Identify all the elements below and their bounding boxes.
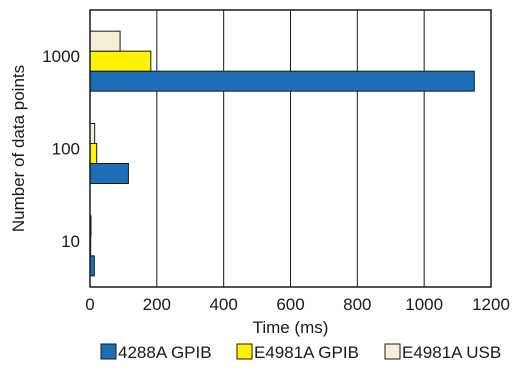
legend-label-e4981a-usb: E4981A USB: [402, 343, 501, 362]
legend-label-4288a-gpib: 4288A GPIB: [118, 343, 212, 362]
bar-4288a-gpib-100: [89, 163, 129, 184]
y-tick-labels: 10 100 1000: [42, 47, 80, 251]
x-tick-label: 800: [343, 295, 371, 314]
legend-swatch-4288a-gpib: [100, 343, 117, 360]
x-tick-label: 0: [85, 295, 94, 314]
x-tick-label: 1200: [472, 295, 510, 314]
bar-e4981a-gpib-1000: [89, 50, 152, 72]
y-tick-label: 10: [61, 232, 80, 251]
grid: [156, 10, 425, 287]
bar-e4981a-gpib-100: [89, 143, 98, 164]
x-tick-label: 400: [209, 295, 237, 314]
legend-label-e4981a-gpib: E4981A GPIB: [254, 343, 359, 362]
legend-swatch-e4981a-usb: [384, 343, 401, 360]
x-tick-labels: 0 200 400 600 800 1000 1200: [85, 295, 510, 314]
y-axis-label: Number of data points: [9, 65, 28, 232]
x-tick-label: 600: [276, 295, 304, 314]
legend: 4288A GPIB E4981A GPIB E4981A USB: [100, 343, 501, 362]
bar-4288a-gpib-1000: [89, 70, 475, 92]
bar-e4981a-usb-1000: [89, 30, 121, 52]
y-tick-label: 1000: [42, 47, 80, 66]
x-axis-label: Time (ms): [253, 318, 329, 337]
x-tick-label: 200: [143, 295, 171, 314]
legend-swatch-e4981a-gpib: [236, 343, 253, 360]
x-tick-label: 1000: [405, 295, 443, 314]
bars: [89, 30, 475, 277]
plot-frame: [89, 9, 492, 288]
y-tick-label: 100: [52, 140, 80, 159]
